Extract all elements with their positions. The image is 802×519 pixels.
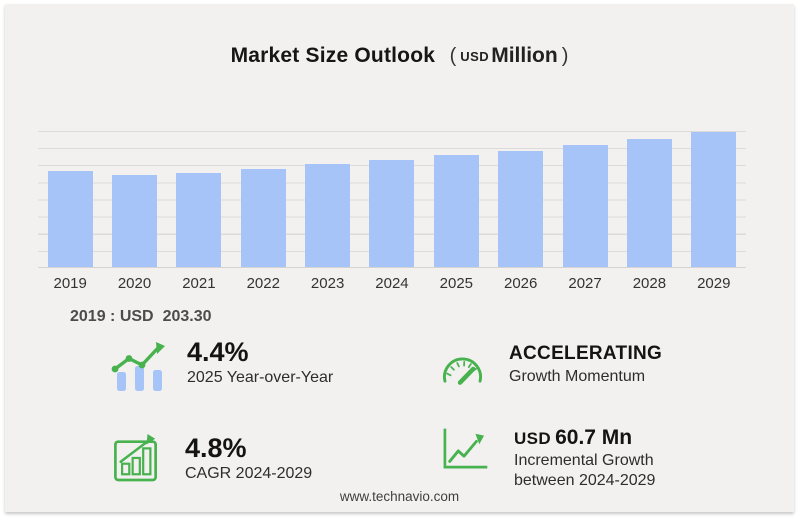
- bar-2024[interactable]: [369, 160, 415, 267]
- speedometer-icon: [440, 348, 485, 392]
- stat-momentum-label: Growth Momentum: [509, 367, 646, 385]
- x-axis-label-2020: 2020: [117, 275, 152, 292]
- stat-incremental-label-line1: Incremental Growth: [514, 452, 654, 470]
- stat-growth-momentum: ACCELERATING Growth Momentum: [440, 343, 662, 392]
- chart-unit: (USDMillion): [449, 44, 569, 67]
- unit-scale: Million: [491, 44, 558, 67]
- stat-incremental-growth: USD 60.7 Mn Incremental Growth between 20…: [440, 426, 656, 491]
- x-axis-label-2025: 2025: [439, 275, 474, 292]
- stat-incremental-label-line2: between 2024-2029: [514, 472, 656, 490]
- bar-slot-2026: [489, 131, 553, 267]
- x-axis-label-2019: 2019: [53, 275, 87, 292]
- x-axis-label-2021: 2021: [182, 275, 216, 292]
- bar-2023[interactable]: [305, 164, 351, 267]
- x-axis-labels: 2019 2020 2021 2022 2023 2024 2025 2026 2027 2028…: [38, 275, 746, 292]
- bar-chart-plot-area: [38, 131, 746, 268]
- unit-open-paren: (: [449, 45, 457, 67]
- bar-2028[interactable]: [626, 139, 672, 267]
- bar-slot-2025: [424, 131, 488, 267]
- stat-yoy-value: 4.4%: [187, 337, 249, 367]
- market-outlook-card: Market Size Outlook (USDMillion) 2019 202…: [5, 4, 794, 512]
- bar-chart-growth-arrow-icon: [113, 432, 159, 487]
- line-graph-arrow-icon: [440, 428, 488, 475]
- x-axis-label-2027: 2027: [568, 275, 602, 292]
- x-axis-label-2028: 2028: [632, 275, 667, 292]
- stat-incremental-amount: 60.7 Mn: [555, 426, 633, 449]
- bar-slot-2024: [360, 131, 424, 267]
- stat-cagr-value: 4.8%: [185, 433, 247, 463]
- unit-currency: USD: [460, 49, 490, 64]
- bar-2020[interactable]: [112, 174, 158, 267]
- bar-slot-2022: [231, 131, 295, 267]
- chart-title-text: Market Size Outlook: [230, 44, 436, 67]
- trend-line-over-bars-icon: [111, 342, 169, 397]
- footer: www.technavio.com: [5, 488, 794, 506]
- x-axis-label-2024: 2024: [375, 275, 409, 292]
- base-year-amount: 203.30: [162, 308, 212, 325]
- bar-2027[interactable]: [562, 144, 608, 267]
- x-axis-label-2026: 2026: [504, 275, 538, 292]
- bar-2022[interactable]: [240, 168, 286, 267]
- chart-title: Market Size Outlook (USDMillion): [5, 44, 794, 68]
- website-link[interactable]: www.technavio.com: [339, 489, 460, 504]
- bar-2021[interactable]: [176, 172, 222, 267]
- bar-2025[interactable]: [433, 155, 479, 267]
- stat-incremental-value: USD 60.7 Mn: [514, 426, 655, 449]
- bar-slot-2019: [38, 131, 102, 267]
- base-year-label: 2019 : USD: [70, 308, 154, 325]
- x-axis-label-2029: 2029: [697, 275, 731, 292]
- unit-close-paren: ): [561, 45, 569, 67]
- stat-yoy-growth: 4.4% 2025 Year-over-Year: [111, 338, 334, 397]
- bar-2026[interactable]: [498, 150, 544, 267]
- bar-slot-2027: [553, 131, 617, 267]
- bar-2019[interactable]: [47, 171, 93, 267]
- stat-yoy-label: 2025 Year-over-Year: [187, 369, 334, 387]
- bar-slot-2023: [295, 131, 359, 267]
- stat-cagr: 4.8% CAGR 2024-2029: [113, 432, 312, 487]
- bar-slot-2029: [682, 131, 746, 267]
- bar-2029[interactable]: [691, 131, 737, 267]
- bar-slot-2021: [167, 131, 231, 267]
- stat-incremental-currency: USD: [514, 429, 552, 448]
- bar-slot-2020: [102, 131, 166, 267]
- x-axis-label-2022: 2022: [246, 275, 280, 292]
- stat-momentum-value: ACCELERATING: [509, 343, 663, 364]
- bar-slot-2028: [617, 131, 681, 267]
- base-year-value: 2019 : USD 203.30: [70, 308, 212, 326]
- stat-cagr-label: CAGR 2024-2029: [185, 465, 313, 483]
- x-axis-label-2023: 2023: [310, 275, 345, 292]
- bars: [38, 131, 746, 267]
